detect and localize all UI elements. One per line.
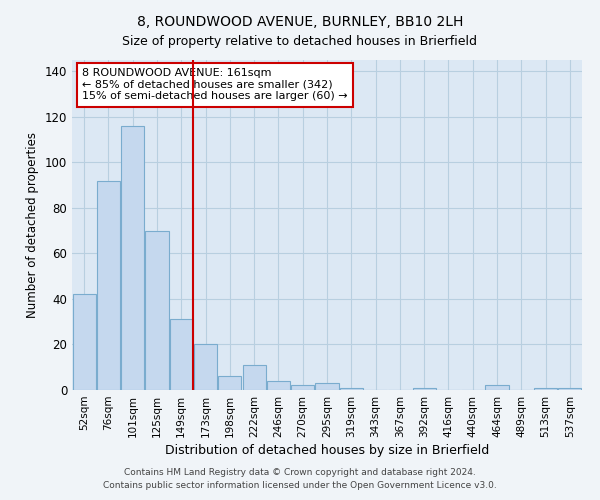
Bar bbox=[316, 383, 338, 390]
Bar bbox=[267, 381, 290, 390]
Bar bbox=[73, 294, 95, 390]
Bar bbox=[534, 388, 557, 390]
Text: 8 ROUNDWOOD AVENUE: 161sqm
← 85% of detached houses are smaller (342)
15% of sem: 8 ROUNDWOOD AVENUE: 161sqm ← 85% of deta… bbox=[82, 68, 348, 102]
Bar bbox=[170, 320, 193, 390]
Bar bbox=[145, 230, 169, 390]
Text: Size of property relative to detached houses in Brierfield: Size of property relative to detached ho… bbox=[122, 35, 478, 48]
Bar bbox=[242, 365, 266, 390]
Bar bbox=[559, 388, 581, 390]
X-axis label: Distribution of detached houses by size in Brierfield: Distribution of detached houses by size … bbox=[165, 444, 489, 457]
Text: 8, ROUNDWOOD AVENUE, BURNLEY, BB10 2LH: 8, ROUNDWOOD AVENUE, BURNLEY, BB10 2LH bbox=[137, 15, 463, 29]
Y-axis label: Number of detached properties: Number of detached properties bbox=[26, 132, 39, 318]
Text: Contains HM Land Registry data © Crown copyright and database right 2024.
Contai: Contains HM Land Registry data © Crown c… bbox=[103, 468, 497, 489]
Bar bbox=[413, 388, 436, 390]
Bar bbox=[485, 386, 509, 390]
Bar bbox=[291, 386, 314, 390]
Bar bbox=[97, 180, 120, 390]
Bar bbox=[218, 376, 241, 390]
Bar bbox=[194, 344, 217, 390]
Bar bbox=[121, 126, 144, 390]
Bar bbox=[340, 388, 363, 390]
